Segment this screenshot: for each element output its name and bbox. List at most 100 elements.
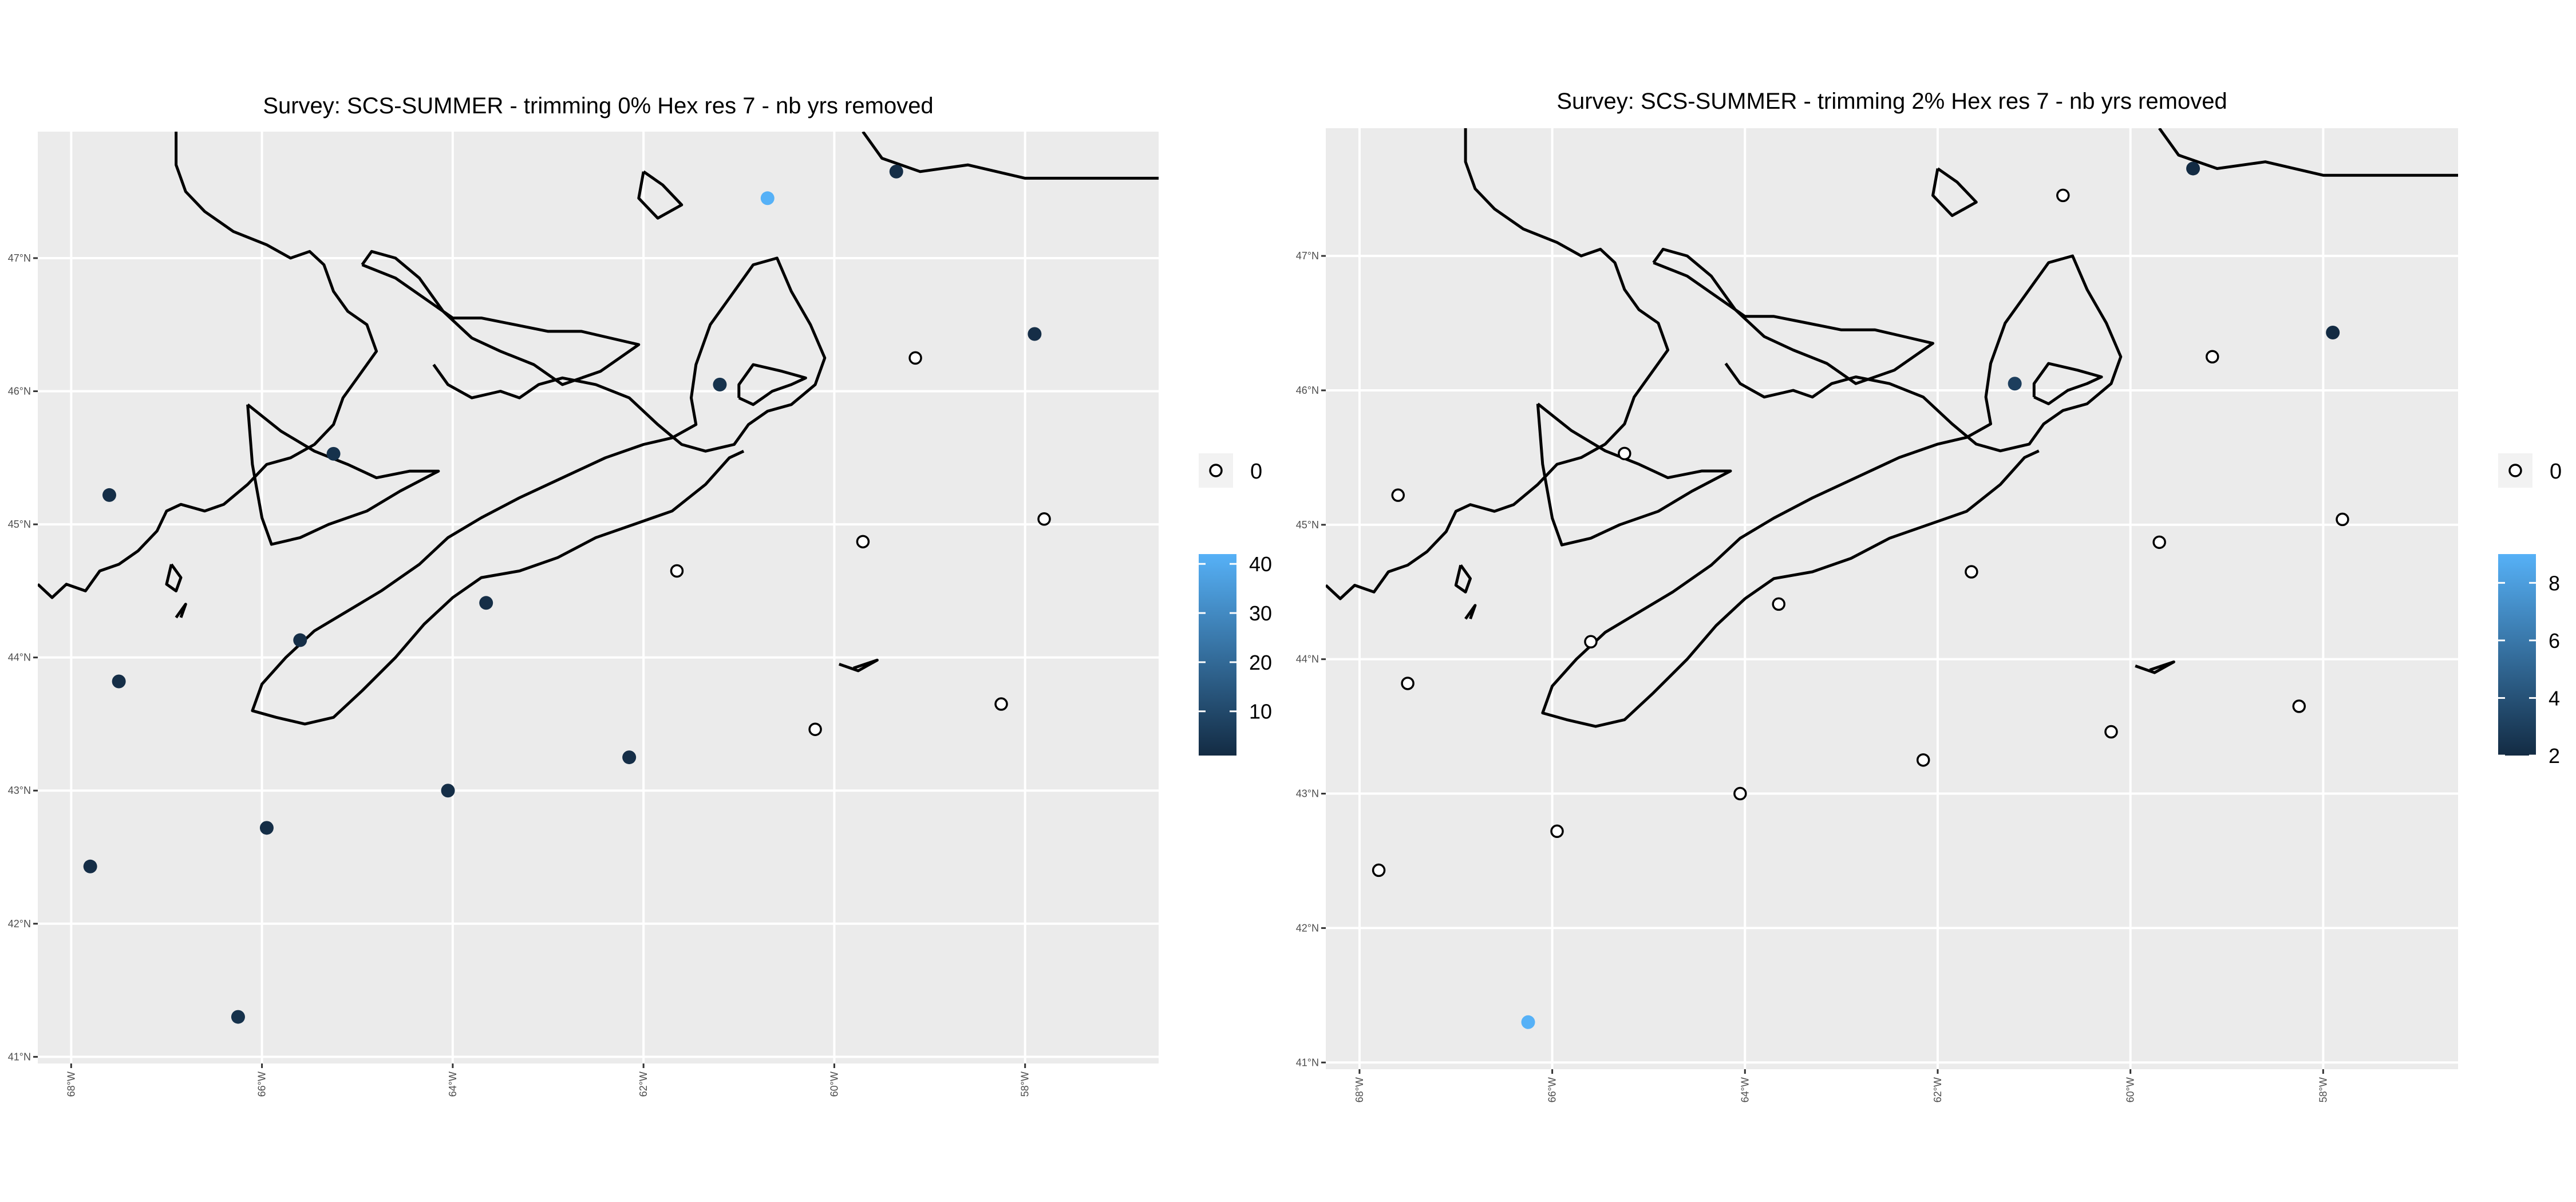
colorbar-tick-label: 30 xyxy=(1249,602,1272,625)
zero-point xyxy=(1618,446,1631,461)
lat-tick-label: 43°N xyxy=(8,785,31,796)
coastline xyxy=(175,603,187,619)
coastline xyxy=(165,563,183,592)
value-point xyxy=(2008,377,2022,391)
lat-tick-label: 46°N xyxy=(1296,385,1319,396)
value-point xyxy=(2326,325,2340,339)
value-point xyxy=(479,596,493,610)
coastline xyxy=(246,403,440,546)
lon-tick-label: 64°W xyxy=(1739,1077,1751,1102)
colorbar xyxy=(1199,554,1236,756)
coastline xyxy=(1536,402,1732,547)
zero-point xyxy=(1372,863,1386,877)
value-point xyxy=(760,191,775,205)
coastline xyxy=(1454,564,1472,594)
lat-tick-label: 45°N xyxy=(8,519,31,530)
zero-point xyxy=(1965,565,1978,579)
lat-tick-label: 41°N xyxy=(8,1051,31,1062)
lat-tick-label: 41°N xyxy=(1296,1057,1319,1068)
legend-zero-symbol xyxy=(1209,464,1223,477)
colorbar-tick-label: 40 xyxy=(1249,552,1272,576)
map-panel-background xyxy=(1326,128,2458,1069)
value-point xyxy=(2186,161,2200,176)
zero-point xyxy=(2152,535,2166,549)
lat-tick-label: 44°N xyxy=(8,652,31,663)
coastline xyxy=(2032,362,2103,405)
lon-tick-label: 60°W xyxy=(2125,1077,2136,1102)
lon-tick-label: 68°W xyxy=(1354,1077,1365,1102)
legend-zero-label: 0 xyxy=(1250,460,1262,484)
axis-labels: 41°N 42°N 43°N 44°N 45°N 46°N 47°N 68°W 66°W 64°W… xyxy=(8,252,1031,1097)
survey-points xyxy=(83,164,1051,1024)
coastline xyxy=(1326,128,1670,600)
coastline-layer xyxy=(38,132,1159,726)
panel-title: Survey: SCS-SUMMER - trimming 2% Hex res… xyxy=(1556,89,2227,114)
lat-tick-label: 42°N xyxy=(1296,922,1319,934)
zero-point xyxy=(2056,188,2070,203)
panel-title: Survey: SCS-SUMMER - trimming 0% Hex res… xyxy=(263,93,933,118)
coastline-layer xyxy=(1326,128,2458,728)
value-point xyxy=(889,164,903,179)
value-point xyxy=(1028,327,1042,341)
coastline xyxy=(1652,247,1934,385)
value-point xyxy=(259,821,274,835)
coastline xyxy=(361,250,641,386)
zero-point xyxy=(2336,512,2349,527)
coastline xyxy=(838,658,879,673)
coastline xyxy=(251,256,827,726)
zero-point xyxy=(1584,635,1598,649)
coastline xyxy=(2158,128,2458,177)
coastline xyxy=(737,363,807,406)
lat-tick-label: 46°N xyxy=(8,386,31,397)
zero-point xyxy=(670,564,684,578)
value-point xyxy=(231,1010,245,1024)
zero-point xyxy=(1401,677,1415,690)
legend: 0 2 4 6 8 xyxy=(2498,453,2562,768)
coastline xyxy=(2135,660,2175,674)
coastline xyxy=(1464,604,1477,620)
lat-tick-label: 44°N xyxy=(1296,654,1319,665)
value-point xyxy=(441,784,455,798)
zero-point xyxy=(2205,350,2219,364)
lon-tick-label: 58°W xyxy=(1020,1071,1031,1097)
zero-point xyxy=(1916,753,1930,767)
zero-point xyxy=(1391,488,1405,502)
coastline xyxy=(38,132,378,599)
value-point xyxy=(1521,1015,1535,1029)
zero-point xyxy=(808,722,822,736)
legend-zero-label: 0 xyxy=(2550,460,2562,484)
zero-point xyxy=(1037,512,1051,526)
lon-tick-label: 62°W xyxy=(1932,1077,1943,1102)
colorbar-tick-label: 6 xyxy=(2549,629,2560,653)
value-point xyxy=(112,674,126,689)
axis-labels: 41°N 42°N 43°N 44°N 45°N 46°N 47°N 68°W 66°W 64°W… xyxy=(1296,250,2329,1102)
lon-tick-label: 58°W xyxy=(2317,1077,2329,1102)
lon-tick-label: 62°W xyxy=(638,1071,649,1097)
colorbar-tick-label: 20 xyxy=(1249,651,1272,674)
map-panel-1: Survey: SCS-SUMMER - trimming 0% Hex res… xyxy=(8,93,1272,1097)
colorbar-tick-label: 4 xyxy=(2549,686,2560,710)
zero-point xyxy=(1733,786,1747,801)
zero-point xyxy=(856,535,870,549)
zero-point xyxy=(2292,699,2306,713)
coastline xyxy=(862,132,1159,180)
colorbar-tick-label: 2 xyxy=(2549,744,2560,768)
map-panel-2: Survey: SCS-SUMMER - trimming 2% Hex res… xyxy=(1296,89,2562,1102)
lat-tick-label: 43°N xyxy=(1296,788,1319,800)
zero-point xyxy=(1772,597,1785,611)
value-point xyxy=(713,377,727,392)
value-point xyxy=(293,633,307,647)
coastline xyxy=(1541,254,2123,728)
value-point xyxy=(83,859,97,873)
value-point xyxy=(102,488,116,502)
colorbar-tick-label: 8 xyxy=(2549,571,2560,595)
lat-tick-label: 47°N xyxy=(8,252,31,264)
survey-points xyxy=(1372,161,2349,1029)
legend-zero-symbol xyxy=(2508,464,2522,477)
lon-tick-label: 60°W xyxy=(828,1071,840,1097)
lon-tick-label: 66°W xyxy=(256,1071,268,1097)
map-panel-background xyxy=(38,132,1159,1063)
colorbar xyxy=(2498,554,2536,756)
zero-point xyxy=(908,351,922,365)
